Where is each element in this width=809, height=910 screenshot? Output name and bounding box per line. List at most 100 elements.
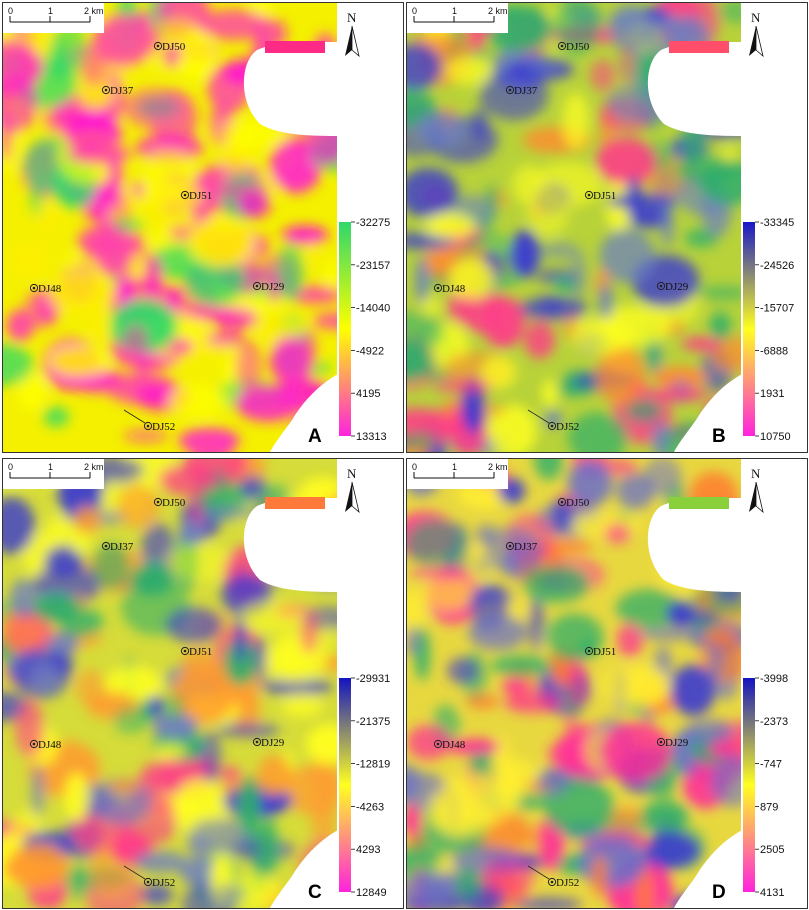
scale-bar-tick-label: 2 km	[488, 462, 508, 472]
colorbar-tick-label: -14040	[356, 303, 390, 315]
north-label: N	[347, 10, 357, 25]
well-marker-dj29	[252, 281, 262, 291]
well-marker-dj48	[433, 283, 443, 293]
colorbar-tick-label: -747	[760, 759, 782, 771]
scale-bar: 0 1 2 km	[3, 3, 104, 33]
well-marker-dj51	[180, 646, 190, 656]
scale-bar-tick-label: 2 km	[488, 6, 508, 16]
well-label: DJ50	[566, 41, 590, 53]
color-patch	[669, 497, 729, 509]
colorbar-tick-label: -33345	[760, 217, 794, 229]
color-patch	[265, 497, 325, 509]
panel-letter: C	[308, 882, 322, 903]
well-label: DJ29	[261, 737, 285, 749]
colorbar-tick-label: -21375	[356, 716, 390, 728]
colorbar-tick-label: -29931	[356, 673, 390, 685]
no-data-area	[674, 374, 741, 452]
well-marker-dj52	[547, 877, 557, 887]
no-data-area	[647, 42, 741, 136]
scale-bar-tick-label: 0	[412, 6, 417, 16]
well-marker-dj37	[505, 85, 515, 95]
panel-letter: A	[308, 426, 322, 447]
colorbar	[743, 222, 755, 436]
colorbar	[339, 222, 351, 436]
seismic-attribute-map	[407, 459, 741, 908]
well-label: DJ50	[162, 41, 186, 53]
colorbar-tick-label: 10750	[760, 431, 791, 443]
north-arrow-icon	[749, 481, 764, 514]
colorbar-tick-label: 1931	[760, 388, 784, 400]
colorbar-tick-label: -32275	[356, 217, 390, 229]
colorbar-tick-label: -4263	[356, 801, 384, 813]
colorbar-tick-label: -15707	[760, 303, 794, 315]
well-label: DJ51	[189, 646, 212, 658]
scale-bar-tick-label: 1	[48, 462, 53, 472]
well-marker-dj29	[252, 737, 262, 747]
well-label: DJ52	[152, 877, 175, 889]
no-data-area	[647, 498, 741, 592]
well-marker-dj50	[557, 41, 567, 51]
well-label: DJ52	[152, 421, 175, 433]
colorbar-tick-label: 879	[760, 801, 778, 813]
well-label: DJ37	[514, 85, 538, 97]
well-label: DJ29	[665, 281, 689, 293]
scale-bar-tick-label: 1	[452, 462, 457, 472]
well-label: DJ37	[110, 85, 134, 97]
colorbar-tick-label: -6888	[760, 345, 788, 357]
north-label: N	[751, 466, 761, 481]
well-label: DJ50	[162, 497, 186, 509]
scale-bar-tick-label: 1	[48, 6, 53, 16]
well-marker-dj48	[29, 739, 39, 749]
scale-bar-tick-label: 0	[8, 462, 13, 472]
well-marker-dj50	[153, 497, 163, 507]
well-trajectory-line	[123, 865, 146, 880]
scale-bar-tick-label: 1	[452, 6, 457, 16]
colorbar-tick-label: -23157	[356, 260, 390, 272]
colorbar-tick-label: -4922	[356, 345, 384, 357]
panel-letter: D	[712, 882, 726, 903]
scale-bar: 0 1 2 km	[407, 459, 508, 489]
well-marker-dj50	[153, 41, 163, 51]
well-marker-dj37	[505, 541, 515, 551]
scale-bar-tick-label: 2 km	[84, 6, 104, 16]
well-marker-dj52	[143, 877, 153, 887]
well-marker-dj48	[29, 283, 39, 293]
well-marker-dj29	[656, 281, 666, 291]
no-data-area	[674, 830, 741, 908]
color-patch	[265, 41, 325, 53]
well-label: DJ52	[556, 421, 579, 433]
well-marker-dj51	[584, 190, 594, 200]
well-label: DJ29	[261, 281, 285, 293]
well-trajectory-line	[123, 409, 146, 424]
well-label: DJ50	[566, 497, 590, 509]
seismic-attribute-map	[3, 459, 337, 908]
colorbar-tick-label: -24526	[760, 260, 794, 272]
scale-bar-tick-label: 0	[8, 6, 13, 16]
north-arrow-icon	[749, 25, 764, 58]
color-patch	[669, 41, 729, 53]
colorbar-tick-label: 4293	[356, 844, 380, 856]
well-marker-dj51	[584, 646, 594, 656]
north-label: N	[751, 10, 761, 25]
scale-bar: 0 1 2 km	[407, 3, 508, 33]
well-marker-dj52	[547, 421, 557, 431]
scale-bar-tick-label: 2 km	[84, 462, 104, 472]
scale-bar-tick-label: 0	[412, 462, 417, 472]
colorbar-tick-label: 13313	[356, 431, 387, 443]
colorbar-tick-label: 4195	[356, 388, 380, 400]
well-label: DJ51	[189, 190, 212, 202]
colorbar	[743, 678, 755, 892]
north-arrow-icon	[345, 25, 360, 58]
well-label: DJ51	[593, 190, 616, 202]
colorbar-tick-label: 12849	[356, 887, 387, 899]
seismic-attribute-map	[3, 3, 337, 452]
map-panel-a: 0 1 2 km N DJ50 DJ37 DJ51 DJ48 DJ29 DJ52 -3…	[2, 2, 404, 453]
seismic-attribute-map	[407, 3, 741, 452]
well-marker-dj50	[557, 497, 567, 507]
well-label: DJ48	[442, 739, 466, 751]
well-label: DJ37	[110, 541, 134, 553]
well-label: DJ48	[38, 739, 62, 751]
colorbar-tick-label: -2373	[760, 716, 788, 728]
well-label: DJ51	[593, 646, 616, 658]
colorbar-tick-label: 2505	[760, 844, 784, 856]
